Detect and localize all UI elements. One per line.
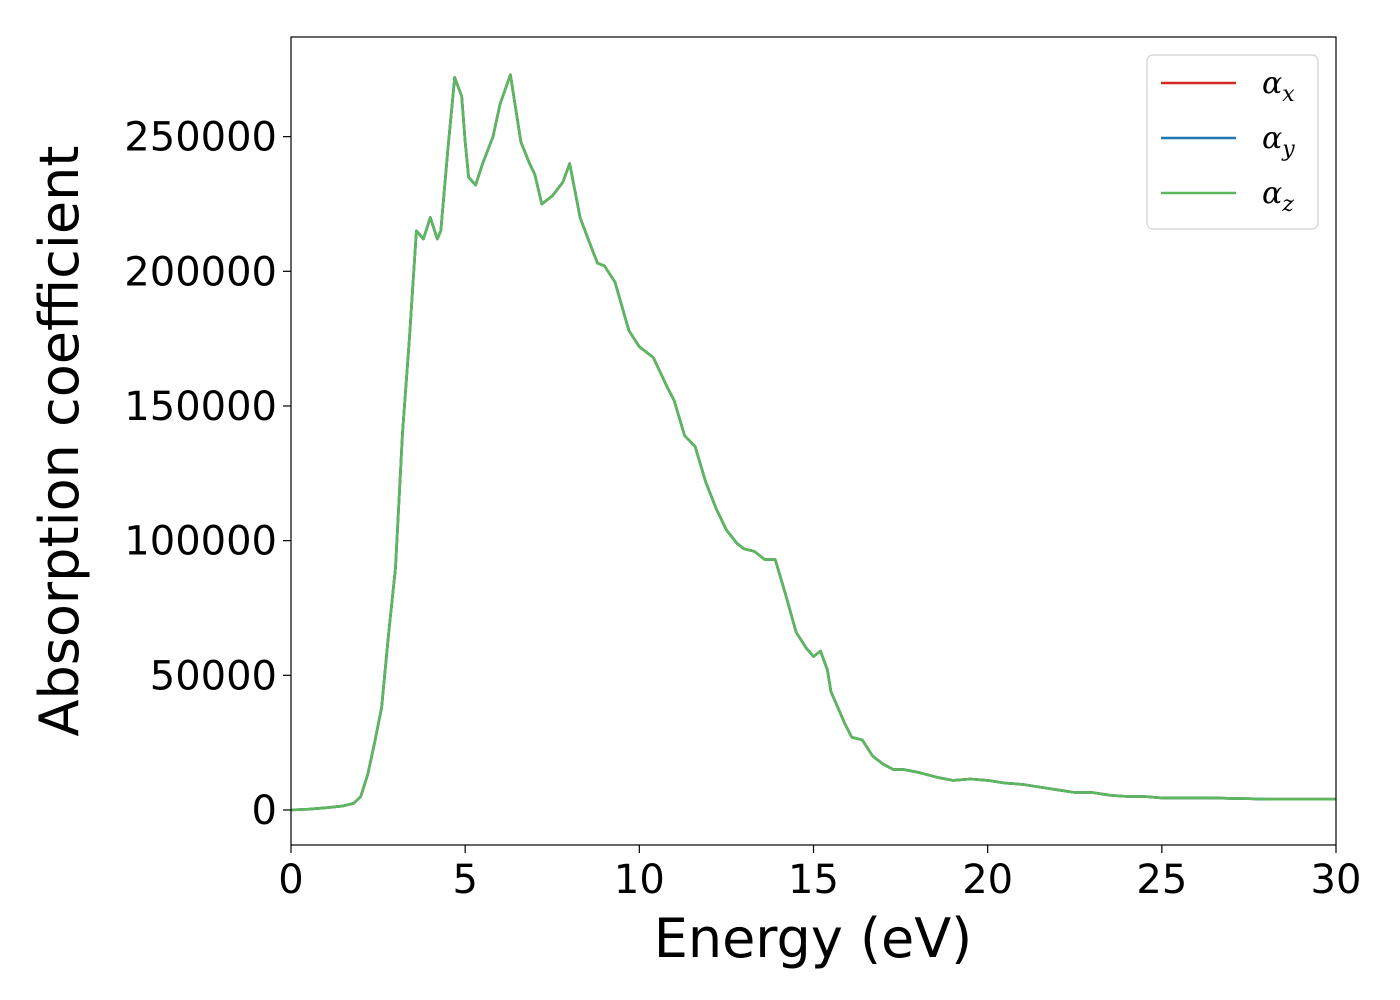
y-axis-title: Absorption coefficient bbox=[28, 146, 91, 737]
x-tick-label: 30 bbox=[1311, 857, 1362, 903]
legend: αx αy αz bbox=[1146, 54, 1319, 230]
legend-label-alpha-y: αy bbox=[1262, 121, 1295, 162]
y-tick-label: 0 bbox=[252, 788, 277, 834]
x-axis-title: Energy (eV) bbox=[654, 907, 973, 970]
legend-label-alpha-z: αz bbox=[1262, 176, 1294, 217]
y-tick-label: 50000 bbox=[150, 653, 277, 699]
legend-box bbox=[1146, 54, 1319, 230]
y-tick-label: 150000 bbox=[124, 384, 277, 430]
x-tick-label: 20 bbox=[962, 857, 1013, 903]
y-axis-ticks: 0 50000 100000 150000 200000 250000 bbox=[124, 115, 291, 834]
x-axis-ticks: 0 5 10 15 20 25 30 bbox=[278, 845, 1361, 903]
series-layer bbox=[290, 73, 1336, 812]
legend-label-alpha-x: αx bbox=[1262, 66, 1295, 107]
x-tick-label: 15 bbox=[788, 857, 839, 903]
x-tick-label: 5 bbox=[452, 857, 477, 903]
x-tick-label: 0 bbox=[278, 857, 303, 903]
y-tick-label: 250000 bbox=[124, 115, 277, 161]
x-tick-label: 25 bbox=[1136, 857, 1187, 903]
y-tick-label: 100000 bbox=[124, 519, 277, 565]
series-line-alpha-z bbox=[290, 73, 1336, 812]
y-tick-label: 200000 bbox=[124, 249, 277, 295]
x-tick-label: 10 bbox=[614, 857, 665, 903]
